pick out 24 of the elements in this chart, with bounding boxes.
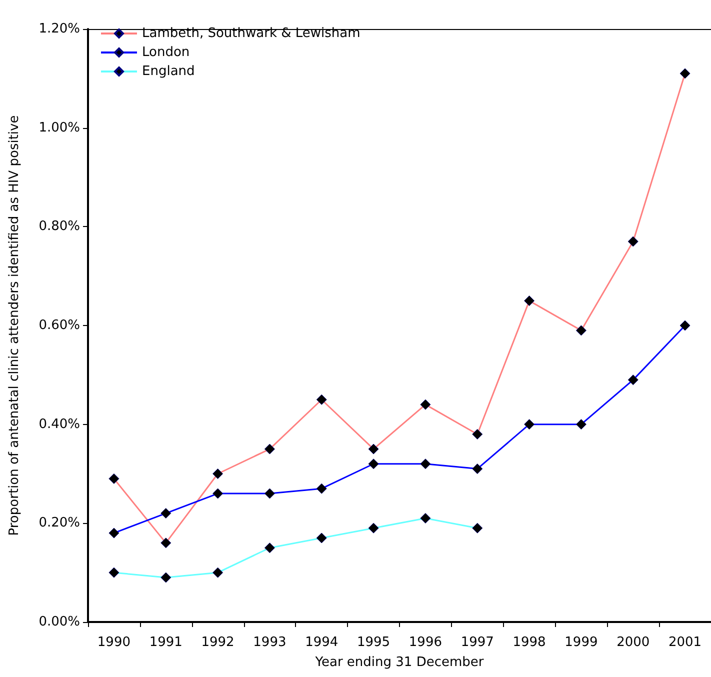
y-tick-label: 0.80% [38, 219, 80, 234]
y-tick-label: 0.40% [38, 416, 80, 432]
x-tick-label: 1993 [253, 635, 286, 650]
y-tick-label: 0.20% [38, 516, 80, 531]
x-axis-title: Year ending 31 December [314, 655, 484, 670]
x-tick-label: 1997 [460, 635, 494, 650]
legend-label: London [142, 45, 190, 60]
y-tick-label: 0.00% [38, 614, 80, 630]
legend-label: England [142, 64, 195, 79]
x-tick-label: 1994 [305, 635, 338, 650]
x-tick-label: 1996 [408, 635, 442, 650]
x-tick-label: 2000 [616, 635, 650, 650]
x-tick-label: 2001 [668, 635, 702, 650]
y-tick-label: 1.20% [38, 22, 80, 36]
x-tick-label: 1990 [97, 635, 131, 650]
x-tick-label: 1991 [149, 635, 182, 650]
x-tick-label: 1999 [564, 635, 598, 650]
y-tick-label: 1.00% [38, 120, 80, 136]
y-axis-title: Proportion of antenatal clinic attenders identified as HIV positive [7, 115, 22, 536]
x-tick-label: 1995 [356, 635, 390, 650]
x-tick-label: 1992 [201, 635, 234, 650]
y-tick-label: 0.60% [38, 318, 80, 333]
x-tick-label: 1998 [512, 635, 546, 650]
legend-label: Lambeth, Southwark & Lewisham [142, 26, 360, 41]
